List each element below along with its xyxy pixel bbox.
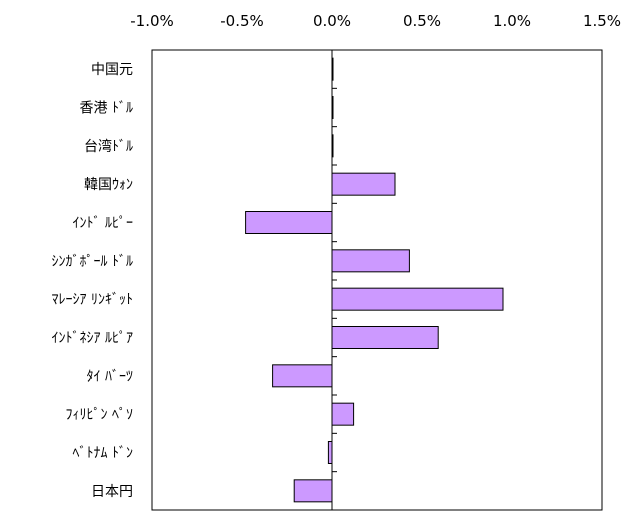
category-label: ｼﾝｶﾞﾎﾟｰﾙ ﾄﾞﾙ: [52, 254, 133, 270]
bar: [272, 364, 333, 388]
bar: [331, 402, 355, 426]
category-label: 中国元: [91, 62, 133, 78]
category-label: 台湾ﾄﾞﾙ: [84, 138, 133, 155]
x-tick-labels: -1.0% -0.5% 0.0% 0.5% 1.0% 1.5%: [130, 12, 621, 30]
bar: [331, 287, 504, 311]
bar: [331, 249, 410, 273]
bar: [331, 326, 439, 349]
bar: [293, 479, 333, 503]
category-label: ﾍﾞﾄﾅﾑ ﾄﾞﾝ: [73, 446, 133, 462]
x-tick-label: 1.0%: [493, 12, 531, 30]
x-tick-label: 1.5%: [583, 12, 621, 30]
x-tick-label: 0.0%: [313, 12, 351, 30]
x-tick-label: 0.5%: [403, 12, 441, 30]
plot-area: [151, 49, 603, 511]
bar: [327, 441, 333, 464]
category-label: ﾀｲ ﾊﾞｰﾂ: [87, 369, 133, 385]
bars: [245, 57, 504, 503]
category-label: 韓国ｳｫﾝ: [84, 177, 133, 193]
zero-axis: [331, 49, 337, 511]
category-label: ｲﾝﾄﾞ ﾙﾋﾟｰ: [73, 216, 133, 232]
bar: [245, 211, 333, 234]
category-label: 日本円: [91, 484, 133, 500]
category-label: ﾏﾚｰｼｱ ﾘﾝｷﾞｯﾄ: [52, 292, 133, 308]
x-tick-label: -1.0%: [130, 12, 174, 30]
x-tick-label: -0.5%: [220, 12, 264, 30]
category-label: 香港 ﾄﾞﾙ: [80, 101, 133, 117]
category-label: ﾌｨﾘﾋﾟﾝ ﾍﾟｿ: [66, 407, 133, 423]
category-label: ｲﾝﾄﾞﾈｼｱ ﾙﾋﾟｱ: [52, 331, 133, 347]
bar: [331, 172, 396, 196]
